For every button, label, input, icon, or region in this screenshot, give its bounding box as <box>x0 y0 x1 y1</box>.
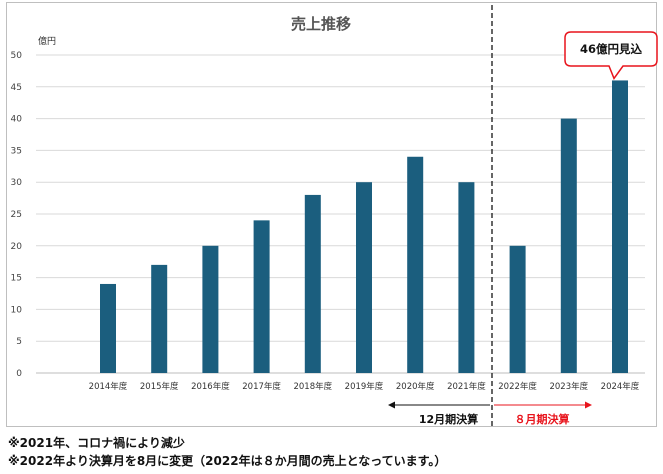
bar <box>253 220 270 373</box>
y-tick-label: 0 <box>16 369 22 379</box>
right-period-arrowhead <box>585 401 592 409</box>
x-tick-label: 2016年度 <box>191 381 230 392</box>
x-tick-label: 2014年度 <box>89 381 128 392</box>
bar <box>458 182 475 373</box>
x-tick-label: 2017年度 <box>242 381 281 392</box>
left-period-arrowhead <box>388 401 395 409</box>
x-tick-label: 2019年度 <box>345 381 384 392</box>
right-period-label: ８月期決算 <box>515 412 570 426</box>
bar <box>612 80 628 373</box>
y-tick-label: 30 <box>11 178 23 188</box>
x-tick-label: 2022年度 <box>498 381 537 392</box>
y-tick-label: 10 <box>11 305 23 315</box>
footnote-covid: ※2021年、コロナ禍により減少 <box>8 436 185 450</box>
bar <box>151 264 168 373</box>
callout-bubble <box>564 31 658 80</box>
y-tick-label: 35 <box>11 146 22 156</box>
bar <box>202 245 219 373</box>
y-tick-label: 5 <box>16 337 22 347</box>
footnote-fiscal-change: ※2022年より決算月を8月に変更（2022年は８か月間の売上となっています。） <box>8 454 447 468</box>
y-tick-label: 40 <box>11 115 23 125</box>
bar <box>509 245 526 373</box>
y-tick-label: 15 <box>11 274 22 284</box>
y-tick-label: 20 <box>11 242 23 252</box>
left-period-label: 12月期決算 <box>419 412 478 426</box>
chart-title: 売上推移 <box>291 15 351 33</box>
x-tick-label: 2015年度 <box>140 381 179 392</box>
bar <box>356 182 372 373</box>
bar <box>560 118 577 373</box>
x-tick-label: 2021年度 <box>447 381 486 392</box>
y-tick-label: 25 <box>11 210 22 220</box>
callout-label: 46億円見込 <box>580 42 643 56</box>
x-tick-label: 2020年度 <box>396 381 435 392</box>
y-axis-unit: 億円 <box>38 35 56 47</box>
y-tick-label: 50 <box>11 51 23 61</box>
y-tick-label: 45 <box>11 83 22 93</box>
bar <box>304 194 321 373</box>
x-tick-label: 2024年度 <box>601 381 640 392</box>
x-tick-label: 2023年度 <box>549 381 588 392</box>
bar <box>100 283 116 373</box>
x-tick-label: 2018年度 <box>293 381 332 392</box>
bar <box>407 156 424 373</box>
